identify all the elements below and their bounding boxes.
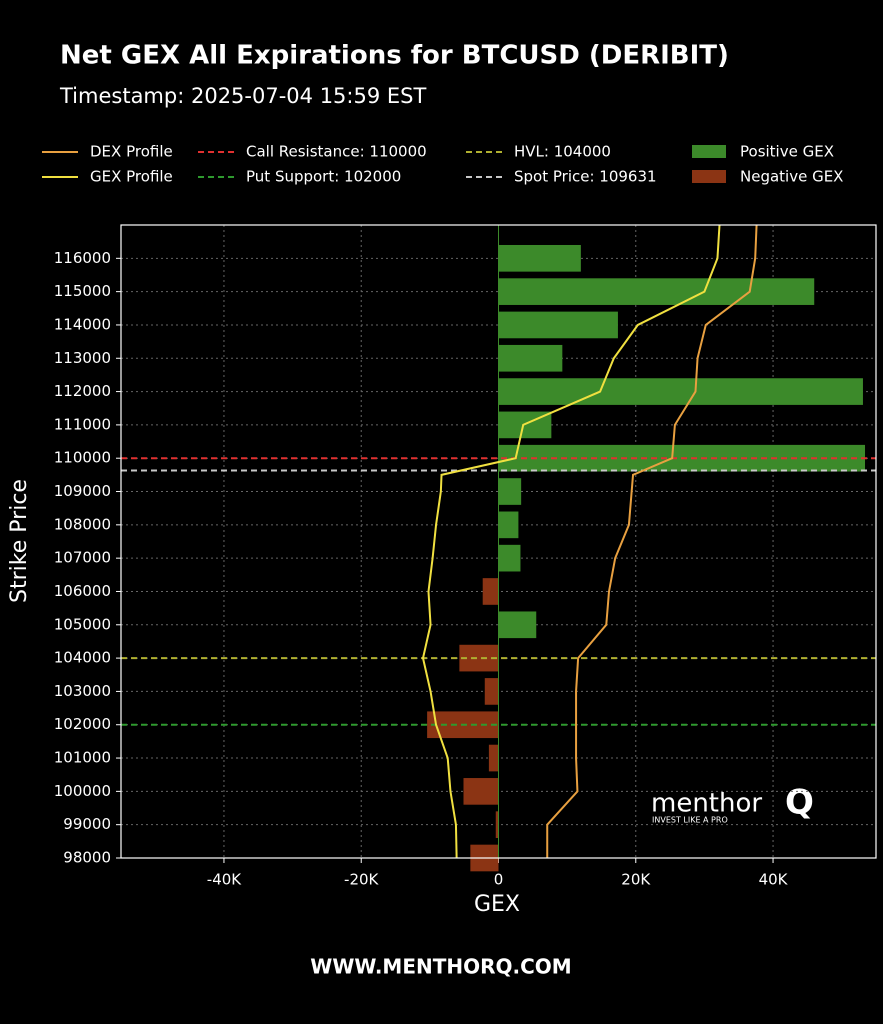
y-tick-label: 114000 [54,315,111,333]
legend-label: Positive GEX [740,143,834,161]
y-tick-label: 106000 [54,582,111,600]
y-tick-label: 101000 [54,749,111,767]
bar [495,811,499,839]
legend-label: Spot Price: 109631 [514,168,657,186]
y-tick-label: 103000 [54,682,111,700]
bar [463,778,499,805]
logo-tagline: INVEST LIKE A PRO [652,816,728,825]
y-tick-label: 116000 [54,249,111,267]
y-tick-label: 111000 [54,415,111,433]
bar [484,678,499,705]
bar [498,378,863,405]
y-tick-label: 104000 [54,649,111,667]
legend-label: GEX Profile [90,168,173,186]
legend-swatch [692,145,726,158]
chart-title: Net GEX All Expirations for BTCUSD (DERI… [60,41,729,71]
y-tick-label: 113000 [54,349,111,367]
y-tick-label: 99000 [63,815,111,833]
legend-label: HVL: 104000 [514,143,611,161]
x-axis-label: GEX [474,892,520,917]
bar [482,578,499,605]
legend-label: Put Support: 102000 [246,168,401,186]
y-tick-label: 110000 [54,449,111,467]
x-tick-label: 40K [759,871,789,889]
legend-label: Negative GEX [740,168,843,186]
y-tick-label: 98000 [63,849,111,867]
y-tick-label: 100000 [54,782,111,800]
x-tick-label: 0 [494,871,504,889]
y-tick-label: 108000 [54,515,111,533]
x-tick-label: -40K [207,871,242,889]
footer: WWW.MENTHORQ.COM [310,955,571,979]
logo-text: menthor [651,789,762,819]
y-axis-label: Strike Price [7,479,32,603]
bar [498,278,815,305]
profile-line [546,224,758,858]
bar [498,478,522,505]
y-tick-label: 112000 [54,382,111,400]
bar [498,344,563,372]
plot-border [120,224,877,859]
legend-label: DEX Profile [90,143,173,161]
legend-swatch [692,170,726,183]
legend-label: Call Resistance: 110000 [246,143,427,161]
x-tick-label: 20K [621,871,651,889]
y-tick-label: 109000 [54,482,111,500]
x-tick-label: -20K [344,871,379,889]
logo-mark: Q [785,783,814,823]
chart-subtitle: Timestamp: 2025-07-04 15:59 EST [59,84,426,108]
bar [498,244,581,272]
y-tick-label: 107000 [54,549,111,567]
bar [498,311,618,339]
bar [498,511,519,539]
bar [498,544,521,572]
y-tick-label: 102000 [54,715,111,733]
bar [498,611,537,639]
y-tick-label: 115000 [54,282,111,300]
profile-line [421,224,721,859]
y-tick-label: 105000 [54,615,111,633]
bar [488,744,499,772]
